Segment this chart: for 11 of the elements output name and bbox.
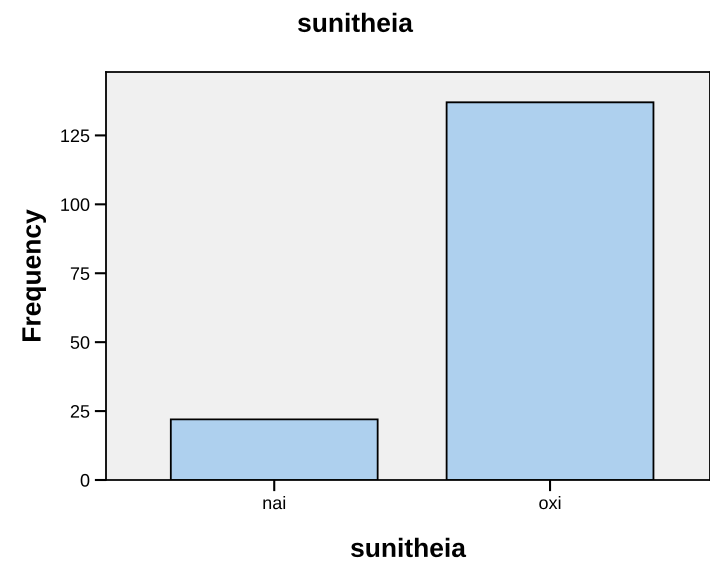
y-tick-label: 25 — [70, 405, 90, 418]
chart-title: sunitheia — [298, 12, 414, 32]
y-tick-label: 125 — [61, 129, 90, 142]
y-axis-title: Frequency — [22, 209, 46, 341]
y-tick-label: 0 — [80, 474, 90, 487]
x-tick-label: oxi — [539, 496, 560, 510]
y-tick-label: 100 — [61, 198, 90, 212]
x-axis-title: sunitheia — [351, 538, 466, 558]
x-tick-label: nai — [263, 496, 286, 510]
y-tick-label: 75 — [70, 267, 90, 280]
y-tick-label: 50 — [70, 336, 90, 349]
